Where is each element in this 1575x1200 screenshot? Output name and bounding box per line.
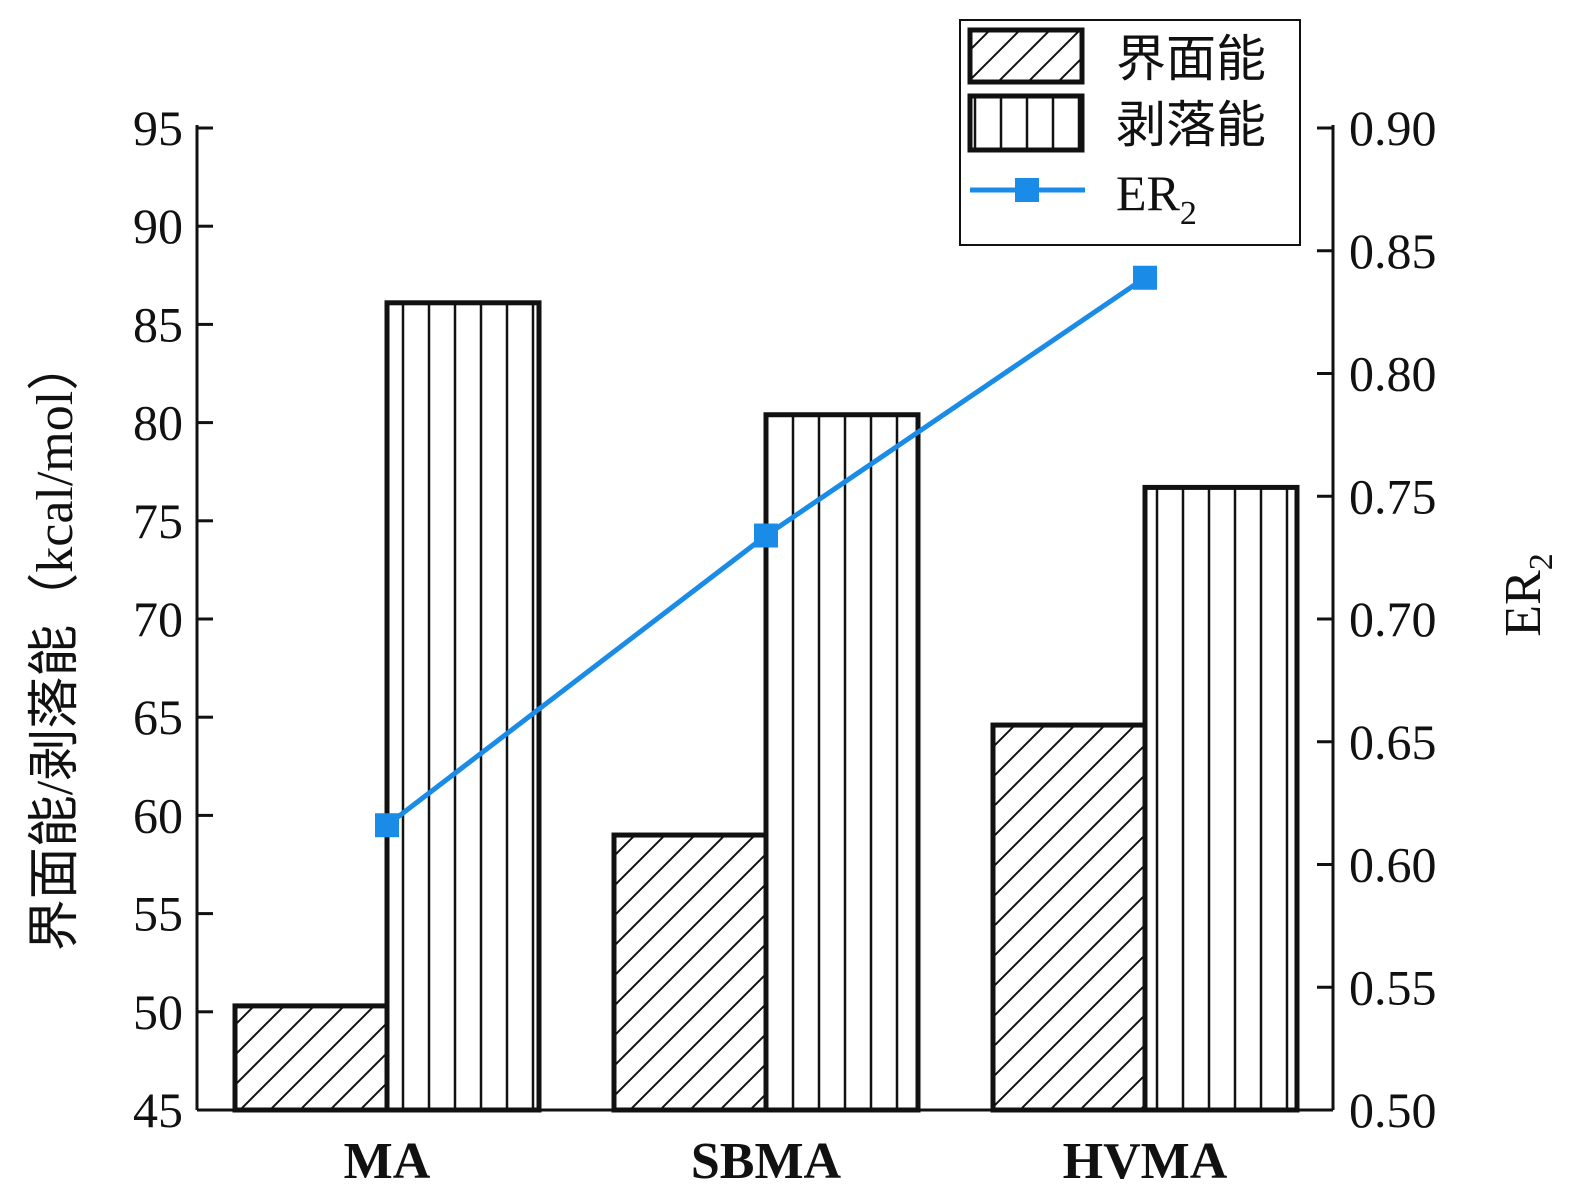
- y-axis-right-title-sub: 2: [1523, 553, 1560, 570]
- legend-swatch-peel: [967, 93, 1085, 153]
- er2-point-ma: [375, 813, 399, 838]
- bar-sbma-interface: [611, 832, 769, 1113]
- legend-marker-er2: [1015, 178, 1039, 202]
- ticks: 45 50 55 60 65 70 75 80 85 90 95 0.50 0.55 0.60 0.65 0.…: [133, 100, 1437, 1190]
- er2-point-sbma: [754, 523, 778, 548]
- y-tick-label: 80: [133, 395, 183, 451]
- bar-ma-interface: [232, 1003, 390, 1113]
- y-tick-label: 60: [133, 787, 183, 843]
- bar-hvma-peel: [1142, 484, 1300, 1113]
- legend-label-er2: ER2: [1116, 165, 1197, 232]
- y-right-tick-label: 0.55: [1349, 959, 1437, 1015]
- y-tick-label: 90: [133, 198, 183, 254]
- x-tick-label-sbma: SBMA: [691, 1133, 842, 1190]
- y-right-tick-label: 0.60: [1349, 837, 1437, 893]
- y-right-tick-label: 0.80: [1349, 346, 1437, 402]
- y-right-tick-label: 0.65: [1349, 714, 1437, 770]
- y-tick-label: 85: [133, 296, 183, 352]
- legend: 界面能 剥落能 ER2: [959, 19, 1301, 246]
- x-tick-label-hvma: HVMA: [1063, 1133, 1228, 1190]
- bar-hvma-interface: [990, 722, 1148, 1113]
- y-right-tick-label: 0.70: [1349, 591, 1437, 647]
- x-tick-label-ma: MA: [344, 1133, 431, 1190]
- bars: [232, 300, 1300, 1113]
- legend-label-peel: 剥落能: [1116, 97, 1266, 153]
- y-right-tick-label: 0.75: [1349, 468, 1437, 524]
- y-tick-label: 70: [133, 591, 183, 647]
- legend-swatch-interface: [967, 27, 1085, 85]
- y-axis-title: 界面能/剥落能（kcal/mol）: [27, 339, 84, 951]
- y-right-tick-label: 0.90: [1349, 100, 1437, 156]
- y-tick-label: 95: [133, 100, 183, 156]
- er2-point-hvma: [1133, 265, 1157, 290]
- bar-sbma-peel: [763, 412, 921, 1113]
- er2-line: [375, 265, 1157, 838]
- y-axis-right-title-main: ER: [1495, 570, 1552, 637]
- y-right-tick-label: 0.50: [1349, 1082, 1437, 1138]
- bar-ma-peel: [384, 300, 542, 1113]
- y-right-tick-label: 0.85: [1349, 223, 1437, 279]
- y-tick-label: 65: [133, 689, 183, 745]
- y-tick-label: 45: [133, 1082, 183, 1138]
- y-axis-right-title: ER2: [1495, 553, 1560, 636]
- y-tick-label: 75: [133, 493, 183, 549]
- y-tick-label: 50: [133, 984, 183, 1040]
- legend-label-interface: 界面能: [1116, 31, 1266, 87]
- y-tick-label: 55: [133, 886, 183, 942]
